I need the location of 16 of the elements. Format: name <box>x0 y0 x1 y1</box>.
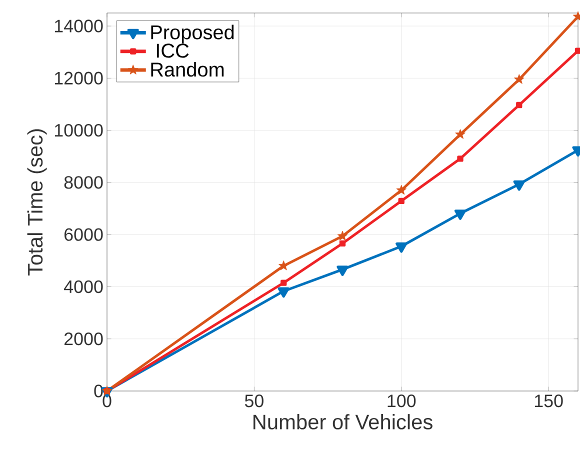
x-tick-label: 100 <box>388 394 416 408</box>
x-axis-title: Number of Vehicles <box>254 414 432 430</box>
y-tick-label: 0 <box>94 384 103 398</box>
legend-label: ICC <box>156 44 189 58</box>
y-tick-label: 2000 <box>64 332 103 346</box>
legend-label: Proposed <box>151 24 234 44</box>
y-tick-label: 14000 <box>54 20 103 32</box>
y-tick-label: 6000 <box>64 228 103 241</box>
y-tick-label: 4000 <box>64 280 103 294</box>
x-tick-label: 150 <box>534 394 563 408</box>
legend-label: Random <box>151 62 224 77</box>
x-tick-label: 50 <box>244 394 264 408</box>
y-tick-label: 10000 <box>54 124 103 137</box>
y-axis-title: Total Time (sec) <box>27 129 47 276</box>
y-tick-label: 12000 <box>54 72 103 85</box>
y-tick-label: 8000 <box>64 176 103 189</box>
